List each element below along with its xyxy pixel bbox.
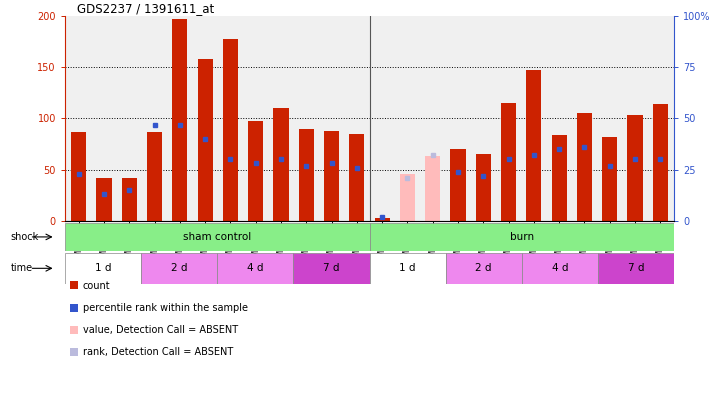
Bar [446,253,522,284]
Bar [69,281,78,289]
Bar [577,113,592,221]
Text: 7 d: 7 d [628,263,645,273]
Bar [400,174,415,221]
Bar [65,223,369,251]
Bar [375,217,390,221]
Bar [97,178,112,221]
Bar [522,253,598,284]
Bar [425,156,441,221]
Text: burn: burn [510,232,534,242]
Bar [198,59,213,221]
Bar [71,132,87,221]
Text: time: time [11,263,33,273]
Bar [476,154,491,221]
Text: sham control: sham control [183,232,252,242]
Text: 4 d: 4 d [552,263,568,273]
Text: percentile rank within the sample: percentile rank within the sample [83,303,248,313]
Bar [172,19,187,221]
Text: 1 d: 1 d [94,263,111,273]
Text: count: count [83,281,110,290]
Bar [369,223,674,251]
Bar [501,103,516,221]
Bar [526,70,541,221]
Bar [324,131,339,221]
Bar [273,108,288,221]
Bar [122,178,137,221]
Bar [369,253,446,284]
Text: 7 d: 7 d [323,263,340,273]
Bar [69,326,78,334]
Bar [552,135,567,221]
Text: 2 d: 2 d [171,263,187,273]
Bar [217,253,293,284]
Bar [69,348,78,356]
Text: 4 d: 4 d [247,263,264,273]
Text: rank, Detection Call = ABSENT: rank, Detection Call = ABSENT [83,347,233,357]
Text: 2 d: 2 d [475,263,492,273]
Text: GDS2237 / 1391611_at: GDS2237 / 1391611_at [77,2,214,15]
Bar [65,253,141,284]
Text: 1 d: 1 d [399,263,416,273]
Text: value, Detection Call = ABSENT: value, Detection Call = ABSENT [83,325,238,335]
Bar [248,121,263,221]
Bar [298,129,314,221]
Bar [602,137,617,221]
Bar [598,253,674,284]
Bar [223,39,238,221]
Bar [451,149,466,221]
Text: shock: shock [11,232,39,242]
Bar [69,304,78,312]
Bar [147,132,162,221]
Bar [627,115,642,221]
Bar [141,253,217,284]
Bar [349,134,364,221]
Bar [293,253,369,284]
Bar [653,104,668,221]
